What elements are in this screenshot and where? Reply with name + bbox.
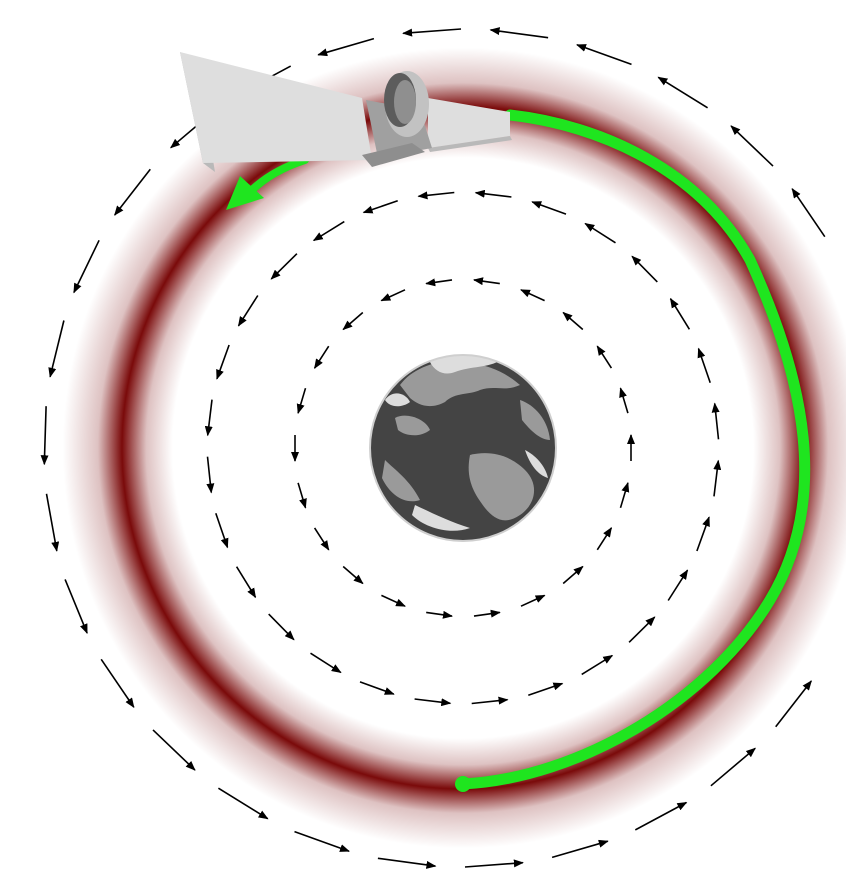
field-arrow-middle	[581, 654, 614, 676]
field-arrow-outer	[73, 239, 100, 294]
field-arrow-inner	[562, 311, 584, 331]
satellite-trajectory	[226, 109, 811, 792]
field-arrow-middle	[414, 698, 452, 707]
field-arrow-middle	[631, 255, 658, 283]
field-arrow-outer	[48, 320, 65, 378]
field-arrow-outer	[377, 857, 437, 869]
field-arrow-outer	[114, 168, 151, 216]
field-arrow-inner	[619, 481, 630, 509]
field-arrow-outer	[576, 44, 632, 66]
field-arrow-middle	[584, 222, 616, 244]
field-arrow-inner	[473, 277, 500, 286]
field-arrow-inner	[296, 387, 307, 415]
trajectory-start-dot	[455, 776, 471, 792]
field-arrow-middle	[204, 399, 213, 437]
field-arrow-inner	[520, 594, 546, 607]
field-arrow-middle	[362, 200, 398, 214]
field-arrow-outer	[152, 729, 196, 771]
field-arrow-inner	[342, 565, 364, 585]
field-arrow-outer	[64, 579, 88, 635]
field-arrow-outer	[402, 28, 462, 37]
field-arrow-middle	[215, 513, 229, 549]
field-arrow-outer	[40, 406, 49, 466]
field-arrow-outer	[317, 37, 375, 57]
field-arrow-inner	[381, 594, 406, 607]
field-arrow-middle	[206, 456, 215, 494]
field-arrow-middle	[237, 295, 259, 327]
field-arrow-middle	[528, 682, 564, 696]
field-arrow-inner	[313, 345, 330, 369]
field-arrow-inner	[562, 565, 584, 585]
field-arrow-inner	[425, 278, 453, 287]
field-arrow-outer	[730, 125, 774, 167]
field-arrow-outer	[634, 801, 688, 831]
field-arrow-outer	[100, 658, 135, 709]
field-arrow-middle	[711, 402, 720, 440]
trajectory-path	[457, 109, 811, 790]
field-arrow-middle	[312, 220, 345, 242]
field-arrow-outer	[217, 787, 269, 820]
field-arrow-outer	[551, 839, 609, 859]
field-arrow-inner	[380, 289, 406, 302]
field-arrow-outer	[294, 830, 350, 852]
field-arrow-middle	[667, 569, 689, 601]
earth-icon	[369, 354, 557, 542]
field-arrow-middle	[669, 297, 691, 330]
field-arrow-outer	[657, 76, 709, 109]
field-arrow-outer	[791, 187, 826, 238]
field-arrow-outer	[775, 680, 812, 728]
field-arrow-middle	[270, 253, 298, 280]
field-arrow-inner	[297, 482, 307, 509]
field-arrow-middle	[474, 189, 512, 198]
field-arrow-middle	[359, 681, 395, 695]
field-arrow-middle	[417, 191, 455, 200]
field-arrow-middle	[310, 652, 342, 674]
field-arrow-middle	[628, 616, 656, 643]
field-arrow-middle	[268, 613, 295, 641]
field-arrow-middle	[471, 696, 509, 705]
field-arrow-outer	[464, 859, 524, 868]
field-arrow-inner	[596, 345, 613, 369]
field-arrow-middle	[216, 344, 230, 380]
field-arrow-middle	[696, 516, 710, 552]
vector-field	[40, 27, 826, 869]
field-arrow-inner	[426, 610, 453, 619]
field-arrow-middle	[697, 347, 711, 383]
field-arrow-inner	[342, 311, 364, 331]
field-arrow-middle	[713, 459, 722, 497]
field-arrow-outer	[45, 493, 60, 552]
satellite-icon	[180, 52, 512, 172]
field-arrow-inner	[473, 609, 501, 618]
field-arrow-inner	[313, 527, 330, 551]
trajectory-arrowhead	[226, 176, 264, 210]
field-arrow-inner	[596, 527, 613, 551]
field-arrow-inner	[619, 387, 629, 414]
field-arrow-outer	[489, 27, 549, 39]
field-arrow-inner	[520, 289, 545, 302]
field-arrow-middle	[235, 566, 257, 599]
field-arrow-outer	[710, 747, 756, 787]
field-arrow-middle	[531, 201, 567, 215]
